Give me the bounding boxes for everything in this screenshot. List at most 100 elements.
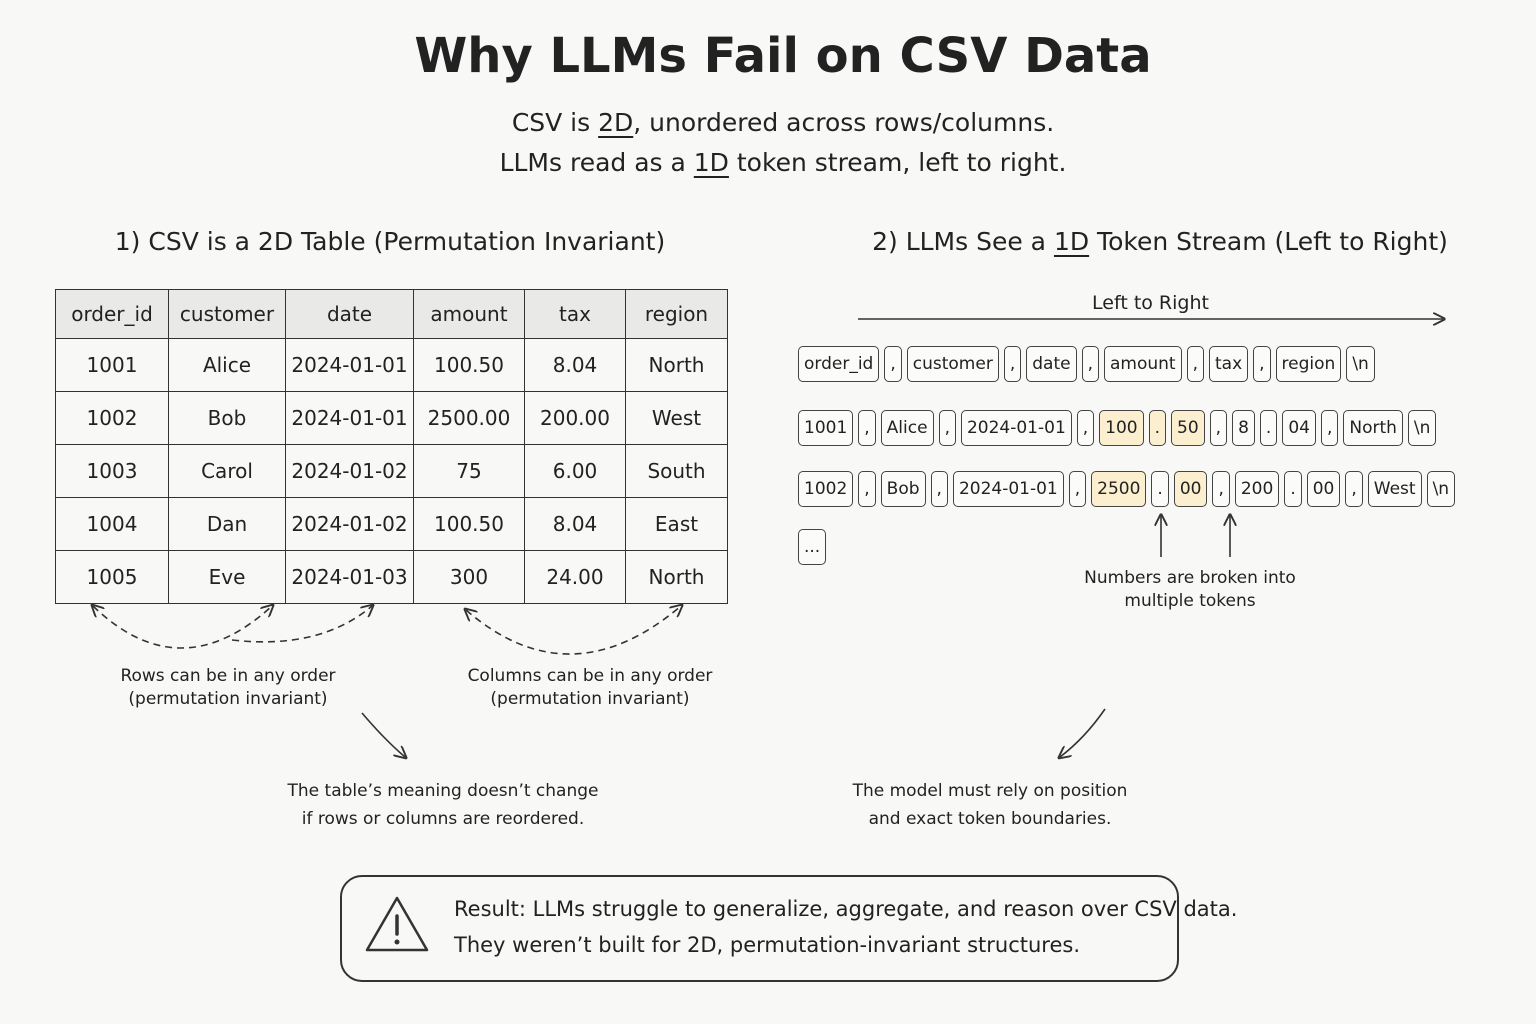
table-cell: East bbox=[625, 497, 728, 551]
line: Columns can be in any order bbox=[467, 666, 713, 686]
table-cell: 1004 bbox=[55, 497, 169, 551]
warning-icon bbox=[365, 896, 429, 952]
token: tax bbox=[1208, 346, 1249, 382]
token: date bbox=[1026, 346, 1077, 382]
rows-arrow bbox=[231, 606, 372, 643]
text: LLMs read as a bbox=[499, 148, 694, 177]
token: amount bbox=[1103, 346, 1182, 382]
column-header: order_id bbox=[55, 289, 169, 339]
token: 100 bbox=[1099, 410, 1144, 446]
token: , bbox=[930, 471, 948, 507]
header-row: order_id customer date amount tax region bbox=[55, 289, 728, 339]
token: Alice bbox=[880, 410, 934, 446]
right-heading: 2) LLMs See a 1D Token Stream (Left to R… bbox=[830, 227, 1490, 256]
result-line: Result: LLMs struggle to generalize, agg… bbox=[454, 897, 1238, 921]
token: , bbox=[1253, 346, 1271, 382]
table-cell: 300 bbox=[413, 550, 525, 604]
stream-conclusion: The model must rely on position and exact… bbox=[810, 777, 1170, 833]
arrow-label: Left to Right bbox=[1092, 292, 1209, 314]
left-heading: 1) CSV is a 2D Table (Permutation Invari… bbox=[114, 227, 666, 256]
rows-arrow bbox=[93, 606, 272, 649]
token: . bbox=[1259, 410, 1278, 446]
text: , unordered across rows/columns. bbox=[633, 108, 1055, 137]
token: , bbox=[1186, 346, 1204, 382]
token: West bbox=[1367, 471, 1422, 507]
line: (permutation invariant) bbox=[128, 689, 328, 709]
token: 00 bbox=[1306, 471, 1341, 507]
text: Token Stream (Left to Right) bbox=[1089, 227, 1448, 256]
token: . bbox=[1284, 471, 1302, 507]
token: \n bbox=[1346, 346, 1375, 382]
table-cell: North bbox=[625, 550, 728, 604]
token: , bbox=[1068, 471, 1087, 507]
line: and exact token boundaries. bbox=[868, 809, 1112, 829]
token: 200 bbox=[1234, 471, 1280, 507]
token: 00 bbox=[1173, 471, 1208, 507]
table-cell: 1003 bbox=[55, 444, 169, 498]
table-cell: 1005 bbox=[55, 550, 169, 604]
line: Rows can be in any order bbox=[120, 666, 336, 686]
table-cell: 2024-01-01 bbox=[285, 338, 414, 392]
table-conclusion: The table’s meaning doesn’t change if row… bbox=[263, 777, 623, 833]
token-row: 1002, Bob, 2024-01-01, 2500. 00, 200. 00, West \… bbox=[798, 471, 1456, 507]
table-cell: Carol bbox=[168, 444, 286, 498]
text: token stream, left to right. bbox=[728, 148, 1067, 177]
subtitle-line: CSV is 2D, unordered across rows/columns… bbox=[0, 108, 1536, 137]
line: The table’s meaning doesn’t change bbox=[287, 781, 599, 801]
token: 2500 bbox=[1091, 471, 1147, 507]
columns-note: Columns can be in any order (permutation … bbox=[440, 665, 740, 711]
column-header: date bbox=[285, 289, 414, 339]
token: order_id bbox=[798, 346, 880, 382]
pointer-arrow bbox=[361, 712, 405, 757]
token: 2024-01-01 bbox=[952, 471, 1064, 507]
table-cell: 1002 bbox=[55, 391, 169, 445]
result-line: They weren’t built for 2D, permutation-i… bbox=[454, 933, 1080, 957]
token: Bob bbox=[880, 471, 926, 507]
token: , bbox=[1345, 471, 1363, 507]
token: 1001 bbox=[798, 410, 854, 446]
table-cell: 24.00 bbox=[524, 550, 626, 604]
table-cell: 75 bbox=[413, 444, 525, 498]
table-cell: Eve bbox=[168, 550, 286, 604]
column-header: amount bbox=[413, 289, 525, 339]
token: 8 bbox=[1232, 410, 1255, 446]
line: multiple tokens bbox=[1124, 591, 1256, 611]
token: 2024-01-01 bbox=[960, 410, 1072, 446]
token: 50 bbox=[1171, 410, 1205, 446]
token: \n bbox=[1407, 410, 1437, 446]
table-body: 1001 Alice 2024-01-01 100.50 8.04 North 1002 Bo… bbox=[55, 338, 728, 604]
token: \n bbox=[1426, 471, 1456, 507]
token: , bbox=[858, 471, 876, 507]
rows-note: Rows can be in any order (permutation inv… bbox=[78, 665, 378, 711]
table-cell: 8.04 bbox=[524, 497, 626, 551]
emphasis: 1D bbox=[693, 148, 729, 177]
table-cell: 2024-01-02 bbox=[285, 444, 414, 498]
title: Why LLMs Fail on CSV Data bbox=[414, 28, 1152, 84]
token: , bbox=[1209, 410, 1228, 446]
line: Numbers are broken into bbox=[1084, 568, 1296, 588]
line: (permutation invariant) bbox=[490, 689, 690, 709]
table-cell: 100.50 bbox=[413, 497, 525, 551]
token: region bbox=[1275, 346, 1342, 382]
table-row: 1005 Eve 2024-01-03 300 24.00 North bbox=[55, 550, 728, 604]
token-row: order_id, customer, date, amount, tax, region… bbox=[798, 346, 1375, 382]
token: , bbox=[858, 410, 876, 446]
token: . bbox=[1151, 471, 1169, 507]
csv-table: order_id customer date amount tax region 1001… bbox=[55, 289, 728, 604]
table-cell: 2024-01-03 bbox=[285, 550, 414, 604]
token: , bbox=[1212, 471, 1230, 507]
token: . bbox=[1148, 410, 1167, 446]
table-row: 1002 Bob 2024-01-01 2500.00 200.00 West bbox=[55, 391, 728, 445]
table-cell: Dan bbox=[168, 497, 286, 551]
emphasis: 1D bbox=[1053, 227, 1090, 256]
table-cell: 1001 bbox=[55, 338, 169, 392]
column-header: region bbox=[625, 289, 728, 339]
token: 04 bbox=[1282, 410, 1316, 446]
table-cell: 8.04 bbox=[524, 338, 626, 392]
token-row: ... bbox=[798, 529, 827, 565]
table-row: 1004 Dan 2024-01-02 100.50 8.04 East bbox=[55, 497, 728, 551]
pointer-arrow bbox=[1060, 708, 1106, 757]
table-cell: 100.50 bbox=[413, 338, 525, 392]
token: , bbox=[1076, 410, 1095, 446]
column-header: tax bbox=[524, 289, 626, 339]
